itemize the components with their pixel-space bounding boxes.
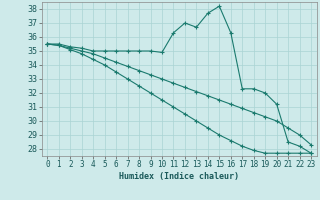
X-axis label: Humidex (Indice chaleur): Humidex (Indice chaleur): [119, 172, 239, 181]
